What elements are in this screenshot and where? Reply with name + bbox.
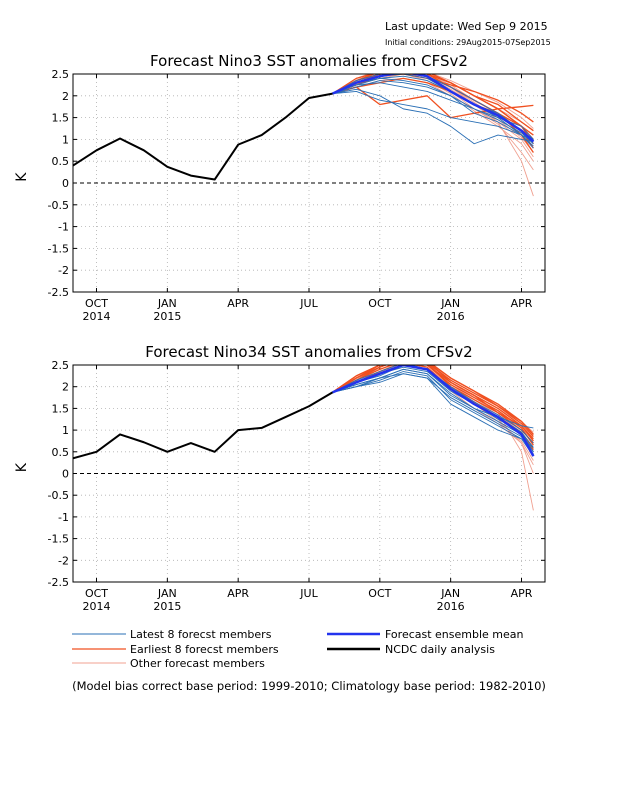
legend-label-observed: NCDC daily analysis — [385, 643, 495, 656]
plot-area — [73, 74, 535, 197]
y-tick-label: -1 — [58, 511, 69, 524]
x-tick-label: JUL — [299, 297, 318, 310]
other-member-line — [332, 74, 534, 197]
ensemble-mean-line — [332, 365, 535, 457]
latest-member-line — [332, 368, 534, 453]
x-tick-label: JUL — [299, 587, 318, 600]
y-axis-label: K — [14, 172, 30, 182]
x-tick-label: JAN — [157, 297, 177, 310]
latest-member-line — [332, 80, 534, 147]
x-tick-year-label: 2015 — [153, 600, 181, 613]
x-tick-year-label: 2016 — [437, 310, 465, 323]
x-tick-label: OCT — [368, 297, 391, 310]
observed-line — [73, 391, 334, 460]
x-tick-label: APR — [511, 587, 533, 600]
y-tick-label: 1 — [62, 133, 69, 146]
latest-member-line — [332, 88, 534, 145]
legend-label-latest: Latest 8 forecst members — [130, 628, 272, 641]
legend-label-mean: Forecast ensemble mean — [385, 628, 524, 641]
x-tick-year-label: 2016 — [437, 600, 465, 613]
observed-line — [73, 92, 333, 181]
y-tick-label: -2 — [58, 554, 69, 567]
x-tick-year-label: 2014 — [83, 600, 111, 613]
y-tick-label: 0.5 — [52, 446, 70, 459]
y-tick-label: -2.5 — [48, 286, 69, 299]
x-tick-year-label: 2014 — [83, 310, 111, 323]
nino3-panel: Forecast Nino3 SST anomalies from CFSv2 2… — [14, 52, 546, 323]
y-tick-label: 0 — [62, 177, 69, 190]
x-tick-label: OCT — [85, 297, 108, 310]
plot-area — [73, 365, 535, 511]
earliest-member-line — [332, 365, 534, 446]
y-tick-label: -1.5 — [48, 533, 69, 546]
latest-member-line — [332, 373, 534, 455]
x-tick-label: OCT — [368, 587, 391, 600]
x-tick-label: JAN — [440, 297, 460, 310]
x-tick-year-label: 2015 — [153, 310, 181, 323]
legend: Latest 8 forecst members Earliest 8 fore… — [72, 628, 524, 670]
latest-member-line — [332, 373, 534, 448]
legend-label-other: Other forecast members — [130, 657, 265, 670]
chart-title: Forecast Nino34 SST anomalies from CFSv2 — [145, 343, 472, 361]
latest-member-line — [332, 90, 534, 149]
chart-title: Forecast Nino3 SST anomalies from CFSv2 — [150, 52, 468, 70]
y-tick-label: 1.5 — [52, 402, 70, 415]
x-tick-label: APR — [511, 297, 533, 310]
y-tick-label: 0 — [62, 468, 69, 481]
initial-conditions-text: Initial conditions: 29Aug2015-07Sep2015 — [385, 38, 551, 47]
y-axis-label: K — [14, 462, 30, 472]
y-tick-label: -0.5 — [48, 199, 69, 212]
footnote-text: (Model bias correct base period: 1999-20… — [72, 679, 546, 693]
x-tick-label: APR — [227, 587, 249, 600]
y-tick-label: 2 — [62, 381, 69, 394]
y-tick-label: 1 — [62, 424, 69, 437]
y-tick-label: 2.5 — [52, 68, 70, 81]
plot-frame — [72, 73, 546, 293]
y-tick-label: -0.5 — [48, 489, 69, 502]
earliest-member-line — [332, 365, 534, 438]
last-update-text: Last update: Wed Sep 9 2015 — [385, 20, 548, 33]
x-tick-label: OCT — [85, 587, 108, 600]
x-tick-label: APR — [227, 297, 249, 310]
y-tick-label: 2 — [62, 90, 69, 103]
y-tick-label: -2.5 — [48, 576, 69, 589]
y-tick-label: -1.5 — [48, 242, 69, 255]
y-tick-label: -2 — [58, 264, 69, 277]
plot-frame — [72, 364, 546, 583]
y-tick-label: 0.5 — [52, 155, 70, 168]
nino34-panel: Forecast Nino34 SST anomalies from CFSv2… — [14, 343, 546, 613]
ensemble-mean-line — [331, 74, 535, 143]
x-tick-label: JAN — [440, 587, 460, 600]
legend-label-earliest: Earliest 8 forecst members — [130, 643, 279, 656]
y-tick-label: 2.5 — [52, 359, 70, 372]
earliest-member-line — [332, 77, 534, 145]
y-tick-label: -1 — [58, 221, 69, 234]
earliest-member-line — [332, 365, 534, 435]
x-tick-label: JAN — [157, 587, 177, 600]
y-tick-label: 1.5 — [52, 112, 70, 125]
